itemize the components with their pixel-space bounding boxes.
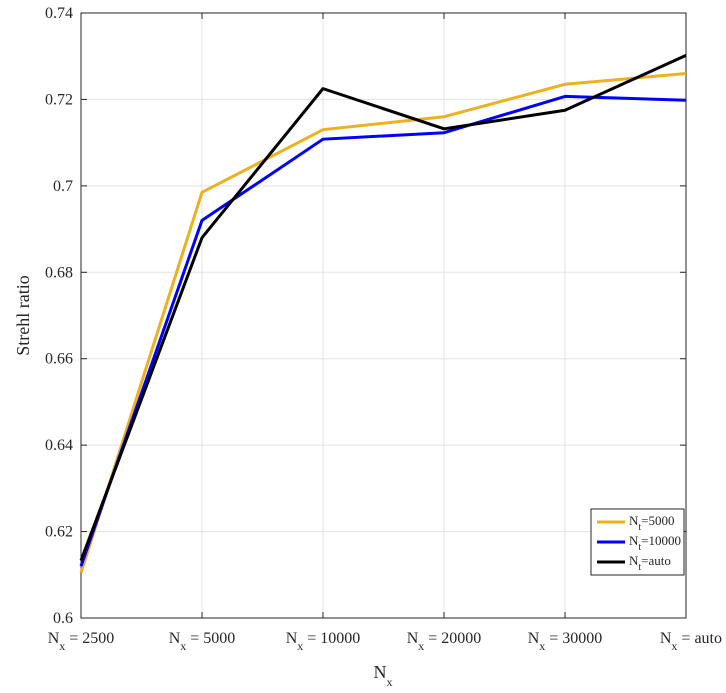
axis-labels: Nx Strehl ratio xyxy=(13,275,393,689)
x-tick-label: Nx = 2500 xyxy=(48,630,115,653)
y-axis-label: Strehl ratio xyxy=(13,275,33,355)
legend-entry-label: Nt=5000 xyxy=(629,513,675,533)
y-tick-label: 0.66 xyxy=(45,351,73,368)
plot-frame xyxy=(80,12,687,619)
x-tick-label: Nx = 5000 xyxy=(169,630,236,653)
series-line-2 xyxy=(79,53,687,562)
series-line-1 xyxy=(79,94,687,567)
tick-labels: 0.6 0.62 0.64 0.66 0.68 0.7 0.72 0.74 Nx = 2500 N… xyxy=(45,5,722,653)
y-tick-label: 0.6 xyxy=(53,610,73,627)
y-tick-label: 0.62 xyxy=(45,524,73,541)
x-tick-label: Nx = 20000 xyxy=(407,630,482,653)
x-tick-label: Nx = 10000 xyxy=(286,630,361,653)
axes-box xyxy=(80,12,687,619)
x-tick-label: Nx = auto xyxy=(660,630,722,653)
x-axis-label: Nx xyxy=(374,662,393,689)
y-tick-label: 0.72 xyxy=(45,91,73,108)
x-tick-label: Nx = 30000 xyxy=(528,630,603,653)
y-tick-label: 0.64 xyxy=(45,437,73,454)
series-line-0 xyxy=(79,72,687,574)
legend-entry-label: Nt=auto xyxy=(629,553,671,573)
series-lines xyxy=(79,53,687,574)
y-tick-label: 0.7 xyxy=(53,178,73,195)
y-tick-label: 0.68 xyxy=(45,264,73,281)
legend-entry-label: Nt=10000 xyxy=(629,533,681,553)
y-tick-label: 0.74 xyxy=(45,5,73,22)
